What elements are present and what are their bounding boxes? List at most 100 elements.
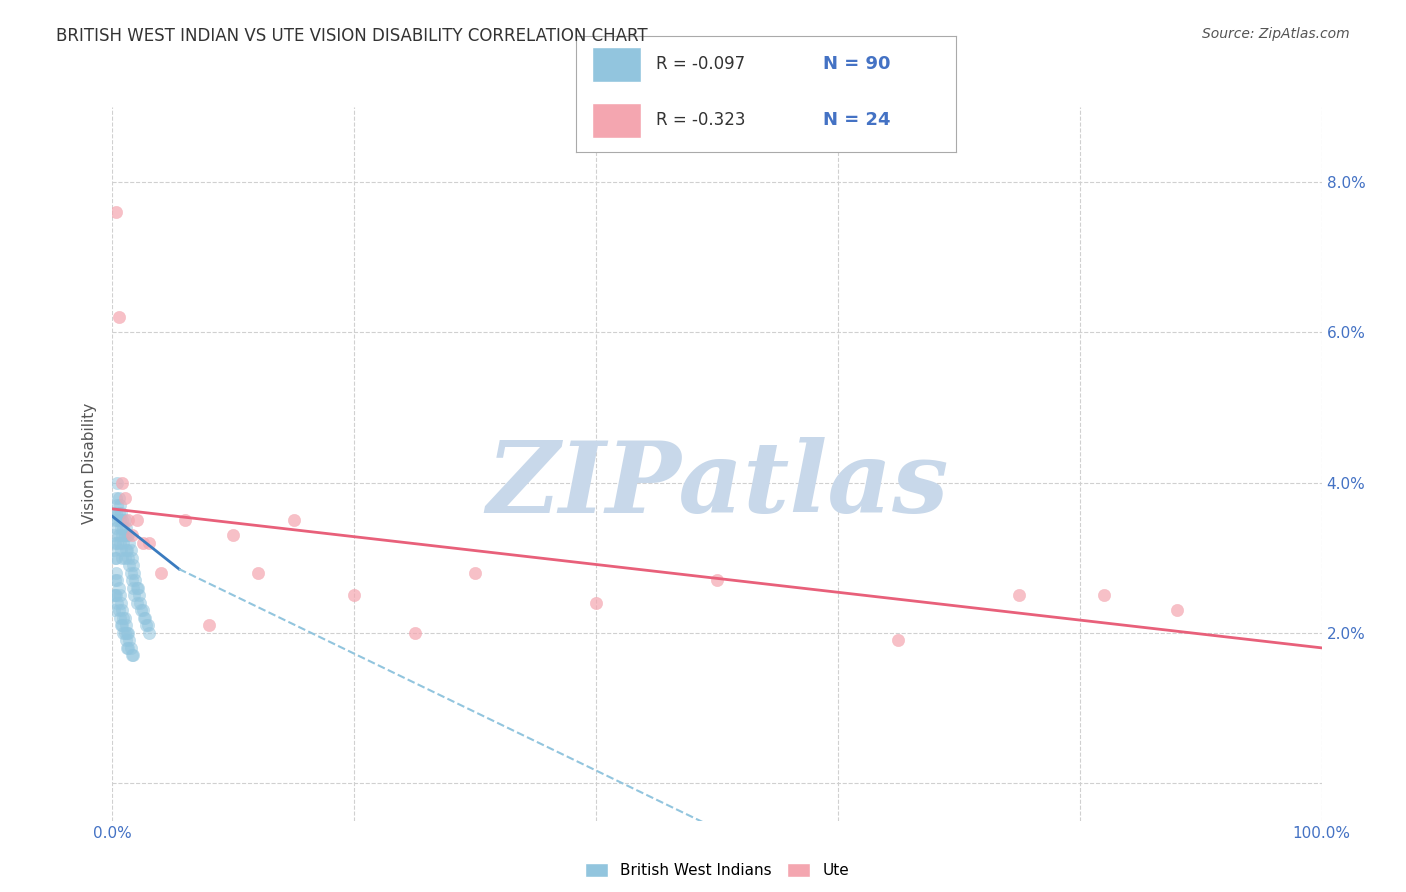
Point — [105, 596, 128, 610]
Point — [114, 528, 136, 542]
Point — [110, 521, 132, 535]
Legend: British West Indians, Ute: British West Indians, Ute — [579, 857, 855, 884]
Point — [131, 603, 153, 617]
Point — [198, 618, 221, 632]
Point — [121, 648, 143, 663]
Point — [107, 491, 129, 505]
Point — [112, 535, 135, 549]
Point — [114, 618, 136, 632]
Bar — [592, 103, 641, 137]
Point — [117, 625, 139, 640]
Point — [120, 543, 142, 558]
Point — [104, 550, 127, 565]
Point — [1092, 588, 1115, 602]
Point — [103, 603, 125, 617]
Point — [138, 535, 160, 549]
Point — [114, 550, 136, 565]
Point — [128, 588, 150, 602]
Point — [343, 588, 366, 602]
Point — [404, 625, 426, 640]
Point — [107, 603, 129, 617]
Point — [118, 535, 141, 549]
Point — [114, 513, 136, 527]
Point — [105, 574, 128, 588]
Point — [115, 640, 138, 655]
Point — [105, 205, 128, 219]
Point — [112, 611, 135, 625]
Point — [105, 513, 128, 527]
Point — [103, 588, 125, 602]
Point — [110, 543, 132, 558]
Point — [125, 581, 148, 595]
Point — [103, 543, 125, 558]
Point — [111, 603, 134, 617]
Point — [108, 611, 131, 625]
Point — [706, 574, 728, 588]
Point — [138, 625, 160, 640]
Point — [887, 633, 910, 648]
Point — [1166, 603, 1188, 617]
Point — [283, 513, 305, 527]
Point — [107, 528, 129, 542]
Point — [118, 633, 141, 648]
Text: N = 24: N = 24 — [824, 112, 891, 129]
Point — [111, 528, 134, 542]
Point — [121, 574, 143, 588]
Point — [111, 513, 134, 527]
Point — [108, 498, 131, 512]
Point — [110, 596, 132, 610]
Point — [125, 513, 148, 527]
Point — [121, 528, 143, 542]
Point — [125, 596, 148, 610]
Text: N = 90: N = 90 — [824, 55, 891, 73]
Point — [105, 535, 128, 549]
Point — [108, 535, 131, 549]
Point — [222, 528, 245, 542]
Point — [127, 581, 149, 595]
Point — [108, 513, 131, 527]
Point — [117, 513, 139, 527]
Point — [114, 611, 136, 625]
Point — [121, 550, 143, 565]
Point — [122, 588, 145, 602]
Point — [105, 491, 128, 505]
Point — [149, 566, 172, 580]
Point — [115, 625, 138, 640]
Text: R = -0.323: R = -0.323 — [657, 112, 745, 129]
Point — [103, 506, 125, 520]
Text: R = -0.097: R = -0.097 — [657, 55, 745, 73]
Text: BRITISH WEST INDIAN VS UTE VISION DISABILITY CORRELATION CHART: BRITISH WEST INDIAN VS UTE VISION DISABI… — [56, 27, 648, 45]
Point — [105, 521, 128, 535]
Point — [105, 550, 128, 565]
Point — [134, 611, 156, 625]
Point — [117, 528, 139, 542]
Point — [105, 506, 128, 520]
Point — [174, 513, 197, 527]
Point — [112, 625, 135, 640]
Point — [118, 558, 141, 573]
Text: ZIPatlas: ZIPatlas — [486, 437, 948, 533]
Point — [105, 498, 128, 512]
Point — [108, 588, 131, 602]
Point — [114, 491, 136, 505]
Point — [107, 506, 129, 520]
Point — [1008, 588, 1031, 602]
Point — [103, 528, 125, 542]
Point — [120, 640, 142, 655]
Point — [129, 596, 152, 610]
Point — [132, 611, 155, 625]
Point — [464, 566, 486, 580]
Point — [122, 566, 145, 580]
Point — [107, 581, 129, 595]
Bar — [592, 47, 641, 82]
Point — [585, 596, 607, 610]
Point — [110, 618, 132, 632]
Point — [122, 581, 145, 595]
Point — [111, 475, 134, 490]
Point — [132, 535, 155, 549]
Point — [120, 566, 142, 580]
Point — [104, 535, 127, 549]
Point — [104, 588, 127, 602]
Point — [136, 618, 159, 632]
Point — [246, 566, 269, 580]
